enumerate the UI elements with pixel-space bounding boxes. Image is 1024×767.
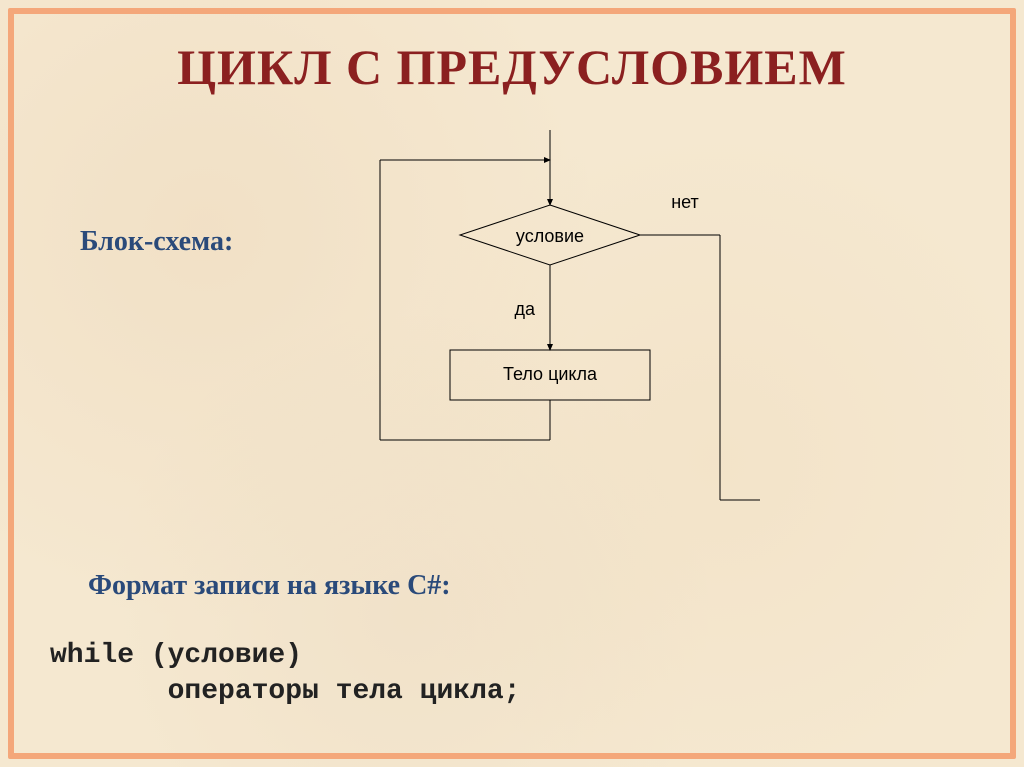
flowchart-diagram: условие нет да Тело цикла	[340, 130, 760, 510]
yes-label: да	[514, 299, 536, 319]
code-block: while (условие) операторы тела цикла;	[50, 638, 520, 711]
label-format: Формат записи на языке С#:	[88, 570, 451, 602]
body-text: Тело цикла	[503, 364, 598, 384]
code-line-2: операторы тела цикла;	[50, 676, 520, 707]
label-block-scheme: Блок-схема:	[80, 226, 233, 258]
slide-title: ЦИКЛ С ПРЕДУСЛОВИЕМ	[0, 38, 1024, 96]
no-label: нет	[671, 192, 699, 212]
code-line-1: while (условие)	[50, 640, 302, 671]
condition-text: условие	[516, 226, 584, 246]
